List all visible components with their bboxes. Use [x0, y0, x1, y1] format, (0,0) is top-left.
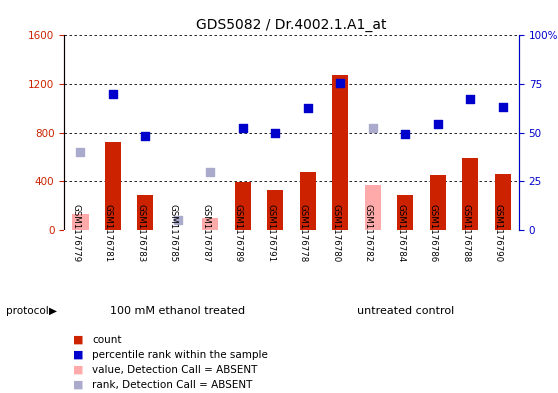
Point	[174, 217, 182, 223]
Bar	[105, 142, 121, 230]
Text: GSM1176780: GSM1176780	[331, 204, 340, 263]
Point	[141, 133, 150, 140]
Point	[238, 125, 247, 131]
Text: protocol: protocol	[6, 306, 49, 316]
Text: GSM1176778: GSM1176778	[299, 204, 308, 263]
Bar	[494, 174, 511, 230]
Point	[336, 80, 345, 86]
Text: untreated control: untreated control	[357, 306, 454, 316]
Bar	[397, 195, 413, 230]
Text: ■: ■	[73, 365, 83, 375]
Point	[271, 129, 280, 136]
Text: ■: ■	[73, 380, 83, 390]
Text: GSM1176786: GSM1176786	[429, 204, 437, 263]
Point	[108, 90, 117, 97]
Point	[206, 168, 215, 174]
Text: 100 mM ethanol treated: 100 mM ethanol treated	[110, 306, 246, 316]
Bar	[332, 75, 348, 230]
Text: GSM1176783: GSM1176783	[136, 204, 146, 263]
Point	[401, 131, 410, 137]
Text: GSM1176782: GSM1176782	[364, 204, 373, 263]
Text: GSM1176784: GSM1176784	[396, 204, 405, 263]
Text: count: count	[92, 335, 122, 345]
Text: GSM1176790: GSM1176790	[494, 204, 503, 262]
Text: GSM1176788: GSM1176788	[461, 204, 470, 263]
Bar	[364, 185, 381, 230]
Text: ▶: ▶	[49, 306, 57, 316]
Text: GSM1176787: GSM1176787	[201, 204, 210, 263]
Text: rank, Detection Call = ABSENT: rank, Detection Call = ABSENT	[92, 380, 252, 390]
Text: ■: ■	[73, 335, 83, 345]
Text: GSM1176791: GSM1176791	[266, 204, 275, 262]
Bar	[137, 195, 153, 230]
Point	[304, 105, 312, 112]
Text: GSM1176789: GSM1176789	[234, 204, 243, 262]
Point	[466, 95, 475, 102]
Text: GSM1176779: GSM1176779	[71, 204, 80, 262]
Point	[498, 104, 507, 110]
Bar	[202, 218, 219, 230]
Text: GSM1176785: GSM1176785	[169, 204, 178, 263]
Text: percentile rank within the sample: percentile rank within the sample	[92, 350, 268, 360]
Point	[368, 125, 377, 131]
Text: GSM1176781: GSM1176781	[104, 204, 113, 263]
Bar	[462, 158, 478, 230]
Text: value, Detection Call = ABSENT: value, Detection Call = ABSENT	[92, 365, 257, 375]
Bar	[430, 175, 446, 230]
Text: ■: ■	[73, 350, 83, 360]
Bar	[300, 171, 316, 230]
Point	[433, 121, 442, 127]
Bar	[73, 214, 89, 230]
Point	[76, 149, 85, 155]
Bar	[235, 182, 251, 230]
Title: GDS5082 / Dr.4002.1.A1_at: GDS5082 / Dr.4002.1.A1_at	[196, 18, 387, 31]
Bar	[267, 190, 283, 230]
